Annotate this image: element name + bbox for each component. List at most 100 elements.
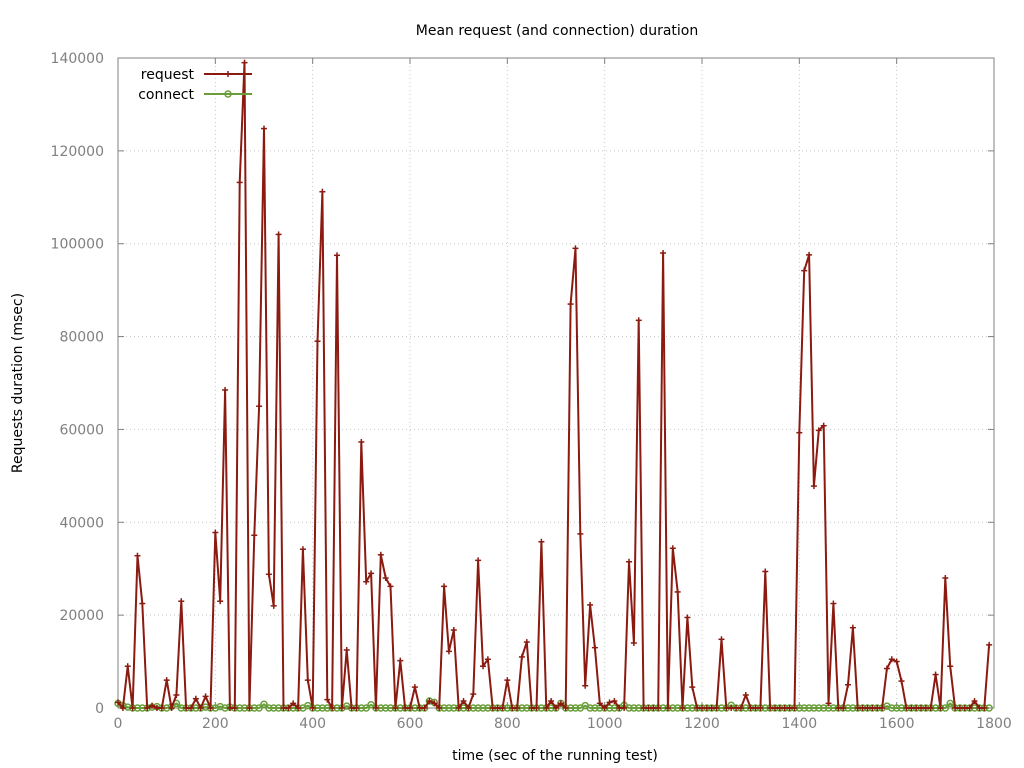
legend-marker-request [225, 71, 231, 77]
data-point-request [504, 677, 511, 684]
data-point-connect [445, 704, 453, 712]
y-tick-label: 100000 [51, 237, 104, 253]
data-point-request [314, 338, 321, 345]
data-point-request [426, 698, 433, 705]
data-point-connect [805, 704, 813, 712]
data-point-request [499, 705, 506, 711]
data-point-connect [474, 704, 482, 712]
data-point-request [445, 648, 452, 655]
data-point-request [718, 636, 725, 643]
series-line-request [117, 61, 991, 709]
data-point-request [290, 700, 297, 707]
data-point-request [548, 698, 555, 705]
data-point-request [144, 705, 151, 711]
data-point-request [820, 422, 827, 429]
data-point-request [411, 684, 418, 691]
series [114, 59, 993, 712]
data-point-request [158, 705, 165, 711]
data-point-request [893, 658, 900, 665]
data-point-request [319, 188, 326, 195]
data-point-connect [260, 700, 268, 709]
data-point-request [261, 125, 267, 132]
data-point-request [450, 627, 457, 633]
data-point-request [879, 705, 886, 711]
data-point-request [587, 601, 594, 608]
data-point-request [129, 705, 136, 711]
data-point-request [343, 646, 350, 653]
data-point-request [937, 705, 944, 711]
data-point-request [222, 386, 229, 393]
data-point-request [986, 641, 993, 648]
y-tick-label: 80000 [59, 330, 104, 346]
data-point-request [830, 600, 837, 607]
x-tick-label: 200 [202, 716, 229, 732]
data-point-request [713, 705, 720, 711]
data-point-request [791, 705, 798, 711]
y-tick-label: 120000 [51, 144, 104, 160]
x-tick-label: 0 [114, 716, 123, 732]
data-point-connect [216, 702, 224, 711]
data-point-request [246, 705, 253, 711]
data-point-request [562, 705, 569, 711]
data-point-request [523, 639, 530, 646]
data-point-request [353, 705, 360, 711]
data-point-request [441, 583, 448, 590]
data-point-request [806, 251, 813, 258]
data-point-request [119, 705, 126, 711]
data-point-request [475, 557, 482, 564]
data-point-request [212, 529, 219, 536]
data-point-connect [571, 704, 580, 712]
data-point-request [883, 665, 890, 672]
data-point-request [533, 705, 540, 711]
data-point-request [460, 698, 467, 705]
data-point-request [436, 705, 443, 711]
data-point-request [849, 624, 856, 631]
data-point-connect [255, 704, 263, 712]
data-point-request [611, 698, 618, 705]
data-point-request [455, 705, 462, 711]
data-point-request [635, 317, 642, 324]
data-point-request [363, 578, 370, 585]
data-point-request [115, 699, 121, 706]
x-axis-label: time (sec of the running test) [452, 748, 658, 764]
data-point-request [368, 570, 375, 577]
data-point-request [275, 231, 282, 238]
data-point-request [557, 700, 564, 707]
data-point-request [845, 681, 851, 688]
y-axis-label: Requests duration (msec) [10, 293, 26, 473]
data-point-request [392, 705, 399, 711]
data-point-request [324, 696, 331, 703]
data-point-request [285, 705, 292, 711]
data-point-request [606, 699, 613, 706]
data-point-connect [630, 704, 638, 712]
data-point-request [256, 403, 263, 410]
data-point-request [689, 684, 696, 691]
legend: request connect [138, 67, 252, 103]
data-point-connect [591, 704, 599, 712]
data-point-request [514, 705, 521, 711]
data-point-request [329, 705, 336, 711]
data-point-request [810, 483, 817, 490]
data-point-request [421, 705, 428, 711]
data-point-request [942, 575, 949, 581]
x-tick-label: 1000 [587, 716, 623, 732]
data-point-request [801, 267, 808, 274]
data-point-connect [318, 704, 327, 712]
series-request [115, 59, 993, 711]
data-point-request [217, 598, 224, 605]
data-point-request [553, 705, 559, 711]
data-point-request [168, 705, 175, 711]
data-point-request [197, 705, 204, 711]
data-point-connect [892, 704, 901, 712]
data-point-request [947, 663, 954, 670]
data-point-request [567, 301, 574, 308]
data-point-request [888, 656, 895, 663]
data-point-request [377, 551, 384, 558]
legend-marker-connect [224, 90, 232, 98]
data-point-request [572, 245, 579, 252]
data-point-request [407, 705, 413, 711]
x-tick-label: 400 [299, 716, 326, 732]
data-point-request [630, 640, 637, 646]
y-tick-label: 40000 [59, 515, 104, 531]
